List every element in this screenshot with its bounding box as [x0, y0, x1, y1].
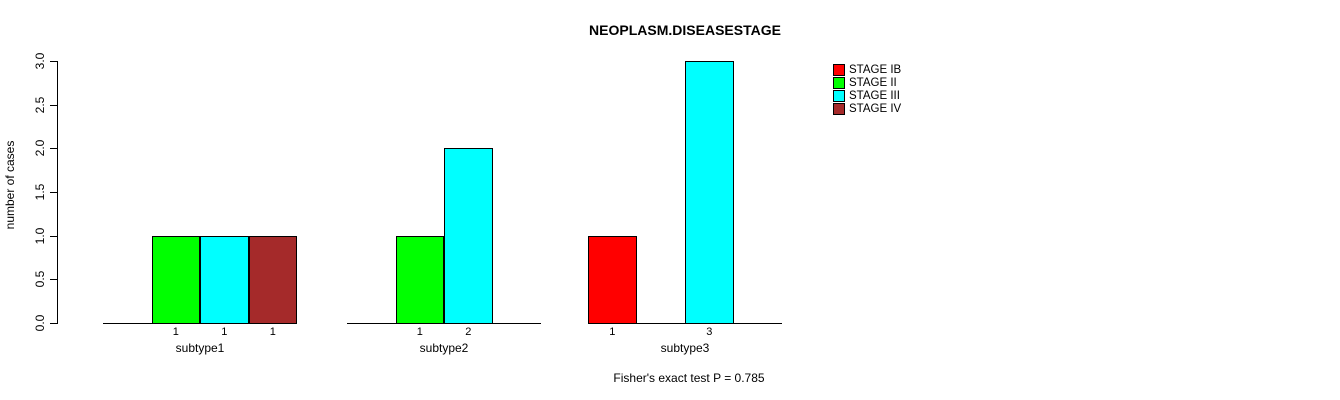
legend-color-swatch [833, 102, 845, 115]
bar-value-label: 1 [269, 326, 276, 338]
bar-value-label: 1 [416, 326, 423, 338]
legend-item-stage-ib: STAGE IB [833, 63, 901, 76]
legend-label: STAGE IV [849, 102, 902, 115]
bar-stage-ii-subtype2 [395, 235, 444, 324]
legend: STAGE IB STAGE II STAGE III STAGE IV [833, 63, 901, 115]
bar-stage-ib-subtype3 [588, 235, 637, 324]
bar-stage-iii-subtype3 [685, 61, 734, 324]
chart-title: NEOPLASM.DISEASESTAGE [589, 22, 781, 38]
y-axis-tick-label: 1.5 [33, 183, 47, 201]
y-axis-tick-label: 1.0 [33, 227, 47, 244]
y-axis-tick-label: 0.0 [33, 314, 47, 332]
legend-item-stage-iii: STAGE III [833, 89, 901, 102]
bar-stage-iii-subtype1 [200, 235, 249, 324]
annotation-fisher-test: Fisher's exact test P = 0.785 [613, 371, 765, 385]
y-axis-tick [50, 192, 57, 193]
y-axis-label: number of cases [3, 140, 17, 230]
legend-label: STAGE IB [849, 63, 902, 76]
y-axis-tick [50, 235, 57, 237]
y-axis-line [57, 61, 58, 324]
y-axis-tick-label: 2.0 [33, 139, 47, 157]
y-axis-tick [50, 61, 57, 62]
legend-item-stage-iv: STAGE IV [833, 102, 901, 115]
bar-stage-iv-subtype1 [248, 235, 297, 324]
bar-value-label: 1 [172, 326, 179, 338]
legend-color-swatch [833, 76, 845, 89]
y-axis-tick [50, 104, 57, 106]
y-axis-tick [50, 148, 57, 150]
y-axis-tick-label: 0.5 [33, 270, 47, 288]
bar-stage-iii-subtype2 [444, 148, 493, 324]
bar-value-label: 2 [465, 326, 472, 338]
y-axis-tick [50, 323, 57, 324]
x-axis-category-label: subtype3 [660, 341, 710, 355]
legend-color-swatch [833, 63, 845, 76]
bar-stage-ii-subtype1 [151, 235, 200, 324]
legend-item-stage-ii: STAGE II [833, 76, 901, 89]
y-axis-tick-label: 3.0 [33, 52, 47, 70]
y-axis-tick [50, 279, 57, 281]
x-axis-category-label: subtype1 [175, 341, 225, 355]
bar-value-label: 1 [221, 326, 228, 338]
x-axis-category-label: subtype2 [419, 341, 469, 355]
legend-label: STAGE III [849, 89, 900, 102]
y-axis-tick-label: 2.5 [33, 96, 47, 113]
bar-value-label: 3 [706, 326, 713, 338]
legend-color-swatch [833, 89, 845, 102]
legend-label: STAGE II [849, 76, 897, 89]
bar-value-label: 1 [609, 326, 616, 338]
